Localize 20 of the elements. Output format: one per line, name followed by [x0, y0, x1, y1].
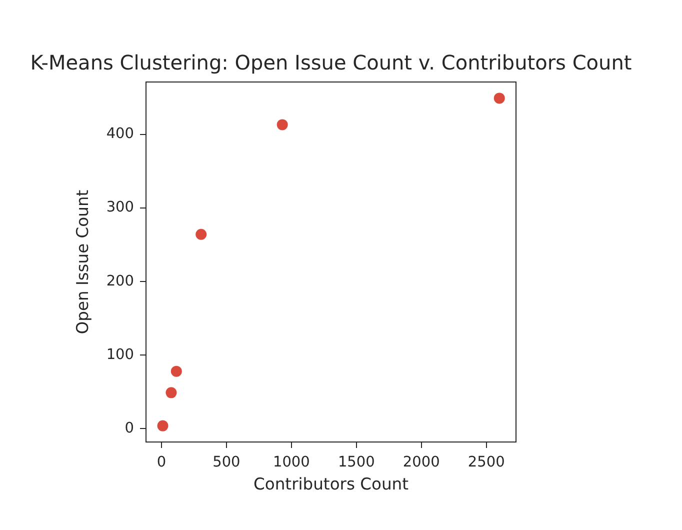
y-tick-label: 0 — [124, 420, 134, 437]
x-tick-label: 0 — [156, 454, 166, 470]
y-tick-label: 300 — [106, 200, 134, 216]
point — [166, 387, 177, 398]
x-tick-label: 1000 — [272, 454, 310, 470]
point — [170, 366, 182, 377]
x-tick-label: 2000 — [402, 454, 440, 470]
point — [196, 228, 207, 240]
y-tick-label: 100 — [106, 346, 134, 363]
y-tick-label: 400 — [106, 126, 134, 142]
x-axis-title: Contributors Count — [254, 474, 408, 494]
point — [494, 92, 505, 104]
x-tick-label: 2500 — [468, 454, 505, 470]
x-tick-label: 1500 — [338, 454, 375, 470]
x-tick-label: 500 — [212, 454, 240, 470]
y-tick-label: 200 — [106, 273, 134, 290]
y-axis-title: Open Issue Count — [73, 190, 92, 334]
point — [157, 420, 168, 432]
chart-title: K-Means Clustering: Open Issue Count v. Contributors Count — [30, 50, 632, 75]
point — [276, 119, 288, 130]
